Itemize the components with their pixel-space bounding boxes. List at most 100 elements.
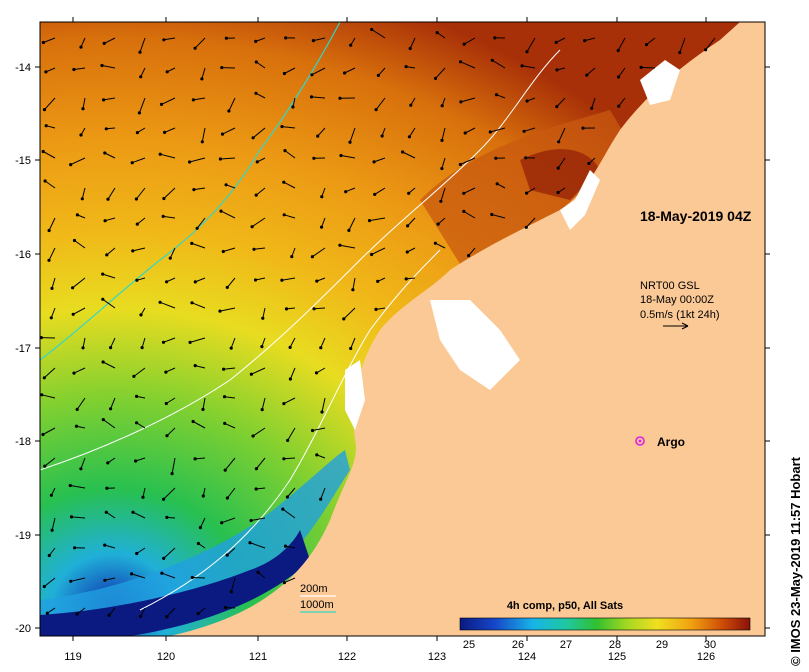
isobath-200m-inner <box>139 249 441 611</box>
current-arrow <box>402 151 416 159</box>
current-arrow <box>136 422 146 429</box>
current-arrow <box>251 367 266 375</box>
current-arrow <box>460 157 476 165</box>
current-arrow-head <box>254 60 258 64</box>
lat-tick-label: -18 <box>15 436 31 448</box>
current-arrow-head <box>583 39 587 43</box>
current-arrow <box>195 365 206 369</box>
current-arrow <box>255 277 266 281</box>
current-arrow <box>43 37 56 43</box>
current-arrow-head <box>463 131 467 135</box>
current-arrow-head <box>102 98 106 102</box>
current-arrow <box>133 367 146 377</box>
current-arrow-head <box>192 188 196 192</box>
current-arrow-head <box>161 340 166 344</box>
current-arrow-head <box>251 136 255 140</box>
current-arrow <box>523 127 536 132</box>
current-arrow-head <box>81 107 85 111</box>
colorbar <box>459 617 751 631</box>
current-arrow-head <box>41 432 45 437</box>
current-arrow <box>102 273 116 279</box>
lon-tick-label: 125 <box>608 651 626 663</box>
current-arrow <box>161 97 176 105</box>
current-arrow-head <box>459 100 463 104</box>
current-arrow-head <box>100 63 104 68</box>
current-arrow-head <box>131 510 135 514</box>
current-arrow-head <box>135 222 139 226</box>
current-arrow-head <box>462 191 466 195</box>
current-arrow <box>102 298 116 309</box>
current-arrow <box>252 127 266 139</box>
current-arrow-head <box>158 300 162 304</box>
argo-marker-icon[interactable] <box>635 436 645 446</box>
current-arrow-head <box>282 457 286 461</box>
current-arrow <box>320 337 326 348</box>
current-arrow-head <box>40 393 44 397</box>
colorbar-tick-label: 30 <box>704 639 716 651</box>
current-arrow <box>194 37 206 49</box>
current-arrow <box>160 153 176 159</box>
current-arrow-head <box>188 340 192 344</box>
current-legend-line2: 18-May 00:00Z <box>640 294 714 306</box>
current-arrow-head <box>72 371 76 375</box>
current-arrow <box>163 337 176 343</box>
current-arrow-head <box>162 196 166 201</box>
current-arrow <box>618 97 626 107</box>
current-arrow-head <box>283 544 288 548</box>
current-arrow-head <box>254 487 258 491</box>
current-arrow-head <box>223 421 227 425</box>
current-arrow <box>224 422 236 429</box>
current-arrow-head <box>490 58 494 62</box>
current-arrow-head <box>225 553 229 557</box>
lon-tick-label: 121 <box>249 651 267 663</box>
current-arrow <box>227 487 236 499</box>
current-arrow-head <box>283 149 287 153</box>
current-arrow-head <box>164 401 168 406</box>
current-arrow-head <box>404 65 408 69</box>
current-arrow <box>191 242 206 249</box>
current-arrow <box>76 397 86 410</box>
current-arrow <box>163 487 176 500</box>
current-arrow-head <box>349 43 353 47</box>
current-arrow-head <box>248 541 252 545</box>
current-arrow-head <box>75 407 79 411</box>
current-arrow-head <box>106 461 110 465</box>
current-arrow-head <box>69 515 74 519</box>
current-arrow-head <box>103 578 107 582</box>
current-arrow-head <box>50 286 54 290</box>
current-arrow-head <box>101 297 105 301</box>
current-arrow-head <box>433 76 438 81</box>
current-arrow-head <box>72 238 77 243</box>
current-arrow-head <box>69 163 73 167</box>
current-arrow-head <box>254 91 258 95</box>
current-arrow-head <box>319 497 323 501</box>
current-arrow <box>313 37 326 42</box>
current-arrow <box>345 187 356 193</box>
current-arrow <box>522 65 536 69</box>
current-arrow-head <box>585 73 589 77</box>
current-arrow-head <box>81 346 85 350</box>
current-arrow <box>468 247 476 256</box>
current-arrow <box>618 67 626 78</box>
lat-tick-label: -14 <box>15 62 31 74</box>
current-arrow-head <box>130 161 134 165</box>
current-arrow-head <box>254 39 258 44</box>
current-arrow <box>51 517 56 531</box>
current-arrow-head <box>281 507 285 511</box>
current-arrow <box>110 397 116 409</box>
current-arrow-head <box>376 73 380 78</box>
current-arrow-head <box>581 126 585 130</box>
current-arrow-head <box>190 241 194 245</box>
current-arrow-head <box>165 615 169 619</box>
current-arrow-head <box>107 613 111 617</box>
current-arrow-head <box>134 197 138 201</box>
current-arrow <box>189 337 206 343</box>
current-arrow <box>378 67 386 76</box>
current-arrow-head <box>556 166 560 170</box>
current-arrow <box>435 242 446 249</box>
current-arrow <box>282 508 296 519</box>
current-arrow <box>191 302 206 309</box>
colorbar-ticks: 25 26 27 28 29 30 <box>463 639 716 651</box>
current-arrow-head <box>102 41 106 46</box>
current-arrow-head <box>408 46 412 51</box>
